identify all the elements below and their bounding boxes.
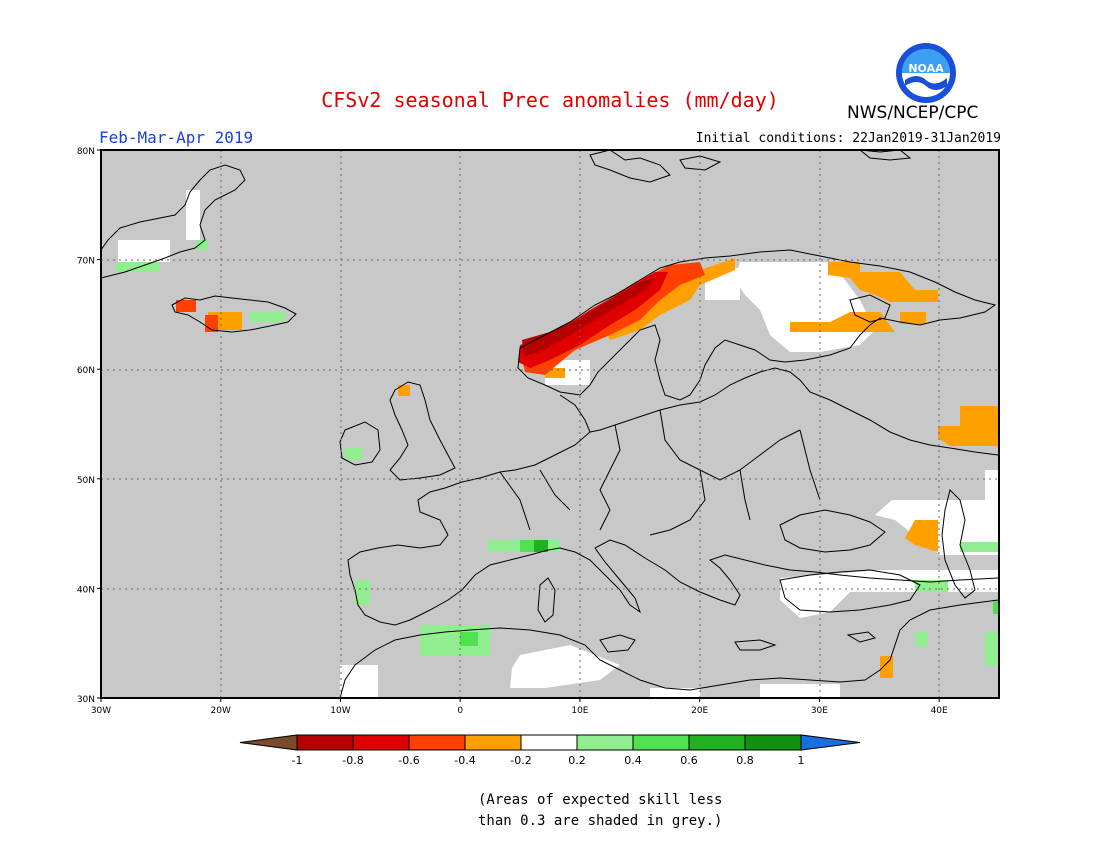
colorbar-swatch xyxy=(520,734,578,751)
anomaly-orange-region xyxy=(905,520,938,552)
black-sea-coast xyxy=(779,509,886,553)
lat-label: 30N xyxy=(77,695,95,705)
org-label: NWS/NCEP/CPC xyxy=(847,103,979,123)
white-sea-coast xyxy=(849,294,891,323)
anomaly-lightgreen-region xyxy=(355,580,370,605)
corsica-sardinia xyxy=(537,577,556,623)
colorbar-swatch xyxy=(744,734,802,751)
cyprus-coast xyxy=(846,631,877,643)
lat-label: 70N xyxy=(77,257,95,267)
colorbar-swatch xyxy=(464,734,522,751)
europe-coast xyxy=(559,367,999,456)
colorbar-label: -0.2 xyxy=(510,754,531,767)
greenland-coast xyxy=(100,164,246,279)
colorbar-label: 1 xyxy=(798,754,805,767)
anomaly-neutral-region xyxy=(186,190,200,240)
anomaly-orange-region xyxy=(790,312,895,332)
latitude-labels: 80N 70N 60N 50N 40N 30N xyxy=(77,147,101,705)
anomaly-lightgreen-region xyxy=(985,632,998,666)
colorbar-left-arrow xyxy=(239,734,298,751)
colorbar-swatch xyxy=(296,734,354,751)
anomaly-orange-region xyxy=(880,656,893,678)
lon-label: 30W xyxy=(91,706,111,716)
svalbard-coast xyxy=(679,155,722,171)
anomaly-orange-region xyxy=(398,385,410,396)
britain-coast xyxy=(389,381,456,481)
lon-label: 0 xyxy=(457,706,463,716)
anatolia-coast xyxy=(779,569,921,613)
iceland-coast xyxy=(171,295,297,333)
svg-text:NOAA: NOAA xyxy=(908,62,944,75)
colorbar-label: -0.8 xyxy=(342,754,363,767)
scandinavia-coast xyxy=(517,249,997,401)
initial-conditions: Initial conditions: 22Jan2019-31Jan2019 xyxy=(695,131,1001,146)
anomaly-orange-region xyxy=(828,262,938,302)
anomaly-neutral-region xyxy=(760,684,840,698)
colorbar-swatch xyxy=(352,734,410,751)
forecast-period: Feb-Mar-Apr 2019 xyxy=(99,128,254,147)
anomaly-neutral-region xyxy=(985,470,998,500)
colorbar-swatch xyxy=(408,734,466,751)
map-background xyxy=(101,150,999,698)
crete-coast xyxy=(734,639,777,651)
colorbar-label: 0.4 xyxy=(624,754,642,767)
lat-label: 40N xyxy=(77,585,95,595)
anomaly-neutral-region xyxy=(650,688,700,698)
colorbar-label: -1 xyxy=(292,754,303,767)
anomaly-deepest-region xyxy=(522,278,655,356)
colorbar-swatch xyxy=(688,734,746,751)
border-line xyxy=(499,409,821,536)
anomaly-lightgreen-region xyxy=(196,240,208,250)
anomaly-shading xyxy=(116,190,998,698)
sicily-coast xyxy=(599,634,636,653)
lat-label: 60N xyxy=(77,366,95,376)
anomaly-neutral-region xyxy=(545,360,590,385)
svalbard-coast xyxy=(589,149,671,183)
colorbar-label: 0.8 xyxy=(736,754,754,767)
anomaly-lightgreen-region xyxy=(915,632,928,646)
longitude-labels: 30W 20W 10W 0 10E 20E 30E 40E xyxy=(91,698,948,716)
lat-label: 50N xyxy=(77,476,95,486)
anomaly-orange-region xyxy=(900,312,926,324)
lat-label: 80N xyxy=(77,147,95,157)
anomaly-lightgreen-region xyxy=(345,448,362,460)
anomaly-orange-region xyxy=(938,406,998,446)
anomaly-green-region xyxy=(993,600,998,614)
europe-coast xyxy=(347,431,999,626)
colorbar-label: 0.6 xyxy=(680,754,698,767)
lon-label: 20E xyxy=(691,706,708,716)
map-title: CFSv2 seasonal Prec anomalies (mm/day) xyxy=(321,88,779,112)
lon-label: 10E xyxy=(571,706,588,716)
anomaly-red-region xyxy=(176,300,196,312)
anomaly-lightgreen-region xyxy=(250,312,285,322)
lon-label: 30E xyxy=(811,706,828,716)
coastlines xyxy=(100,149,999,699)
anomaly-lightgreen-region xyxy=(960,542,998,552)
anomaly-green-region xyxy=(460,632,478,646)
map-frame xyxy=(100,149,1000,699)
lon-label: 40E xyxy=(931,706,948,716)
anomaly-neutral-region xyxy=(510,645,620,688)
franz-josef-coast xyxy=(858,149,912,161)
gridlines xyxy=(101,150,999,698)
anomaly-neutral-region xyxy=(340,665,378,698)
ireland-coast xyxy=(339,421,381,466)
africa-coast xyxy=(339,599,999,699)
anomaly-neutral-region xyxy=(118,240,170,262)
caspian-coast xyxy=(941,489,976,599)
colorbar-label: -0.4 xyxy=(454,754,475,767)
anomaly-darkgreen-region xyxy=(534,540,548,552)
colorbar-right-arrow xyxy=(800,734,861,751)
lon-label: 10W xyxy=(330,706,350,716)
colorbar-swatch xyxy=(576,734,634,751)
colorbar-label: 0.2 xyxy=(568,754,586,767)
colorbar-swatch xyxy=(632,734,690,751)
noaa-logo: NOAA xyxy=(896,43,956,103)
skill-note: (Areas of expected skill less than 0.3 a… xyxy=(478,792,723,829)
colorbar: -1 -0.8 -0.6 -0.4 -0.2 0.2 0.4 0.6 0.8 1 xyxy=(239,734,861,767)
colorbar-label: -0.6 xyxy=(398,754,419,767)
lon-label: 20W xyxy=(211,706,231,716)
